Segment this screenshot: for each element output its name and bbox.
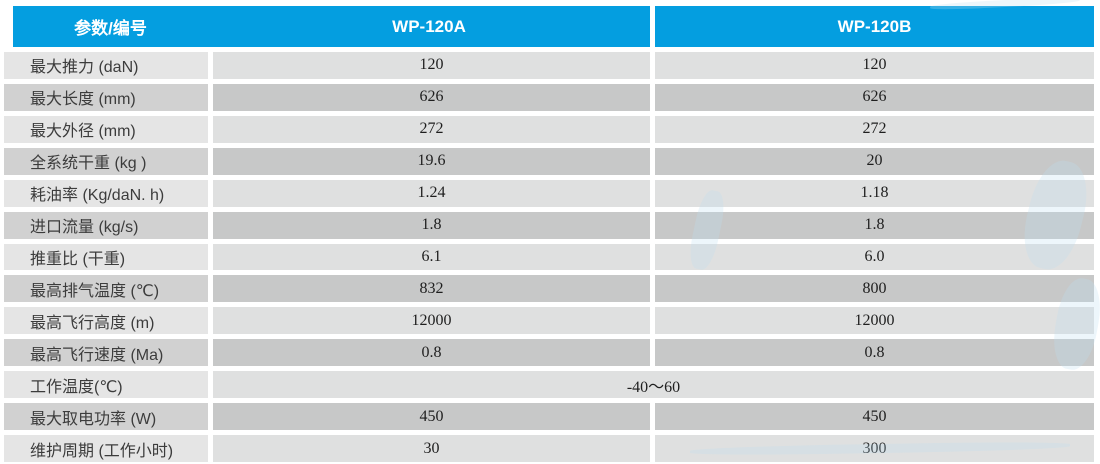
value-wp120a: 450 <box>213 403 650 431</box>
row-label: 最高飞行高度 (m) <box>4 307 208 335</box>
value-wp120a: 30 <box>213 435 650 462</box>
header-col-wp120b-label: WP-120B <box>837 16 912 36</box>
value-wp120a: 12000 <box>213 307 650 335</box>
row-label: 最高飞行速度 (Ma) <box>4 339 208 367</box>
row-label: 全系统干重 (kg ) <box>4 147 208 175</box>
table-header-row: 参数/编号 WP-120A WP-120B <box>13 6 1094 47</box>
row-label: 最大推力 (daN) <box>4 52 208 79</box>
header-param-label: 参数/编号 <box>74 19 147 38</box>
table-row-operating-temp: 工作温度(℃) -40～60 <box>4 371 1094 399</box>
value-wp120a: 1.8 <box>213 211 650 239</box>
table-row-max-altitude: 最高飞行高度 (m) 12000 12000 <box>4 307 1094 335</box>
value-wp120b: 6.0 <box>655 243 1094 271</box>
row-label: 最大取电功率 (W) <box>4 403 208 431</box>
row-label: 维护周期 (工作小时) <box>4 435 208 462</box>
header-col-wp120a: WP-120A <box>392 16 466 36</box>
value-wp120a: 832 <box>213 275 650 303</box>
row-label: 工作温度(℃) <box>4 371 208 399</box>
row-label: 耗油率 (Kg/daN. h) <box>4 179 208 207</box>
value-wp120b: 300 <box>655 435 1094 462</box>
table-body: 最大推力 (daN) 120 120 最大长度 (mm) 626 626 最大外… <box>4 52 1094 462</box>
value-wp120a: 0.8 <box>213 339 650 367</box>
table-row-thrust-weight-ratio: 推重比 (干重) 6.1 6.0 <box>4 243 1094 271</box>
table-header-left: 参数/编号 WP-120A <box>13 6 650 47</box>
value-wp120b: 20 <box>655 147 1094 175</box>
value-wp120b: 12000 <box>655 307 1094 335</box>
value-wp120a: 626 <box>213 83 650 111</box>
value-wp120b: 120 <box>655 52 1094 79</box>
value-wp120b: 272 <box>655 115 1094 143</box>
value-wp120b: 1.18 <box>655 179 1094 207</box>
row-label: 推重比 (干重) <box>4 243 208 271</box>
table-row-max-thrust: 最大推力 (daN) 120 120 <box>4 52 1094 79</box>
table-row-max-speed: 最高飞行速度 (Ma) 0.8 0.8 <box>4 339 1094 367</box>
table-row-max-diameter: 最大外径 (mm) 272 272 <box>4 115 1094 143</box>
table-row-max-power-output: 最大取电功率 (W) 450 450 <box>4 403 1094 431</box>
row-label: 最大长度 (mm) <box>4 83 208 111</box>
value-wp120a: 19.6 <box>213 147 650 175</box>
row-label: 最高排气温度 (℃) <box>4 275 208 303</box>
table-row-fuel-consumption: 耗油率 (Kg/daN. h) 1.24 1.18 <box>4 179 1094 207</box>
value-wp120b: 1.8 <box>655 211 1094 239</box>
value-wp120b: 626 <box>655 83 1094 111</box>
header-col-wp120b: WP-120B <box>655 6 1094 47</box>
value-wp120a: 6.1 <box>213 243 650 271</box>
table-row-dry-weight: 全系统干重 (kg ) 19.6 20 <box>4 147 1094 175</box>
value-wp120b: 800 <box>655 275 1094 303</box>
value-wp120a: 1.24 <box>213 179 650 207</box>
table-row-max-length: 最大长度 (mm) 626 626 <box>4 83 1094 111</box>
row-label: 进口流量 (kg/s) <box>4 211 208 239</box>
row-label: 最大外径 (mm) <box>4 115 208 143</box>
table-row-inlet-flow: 进口流量 (kg/s) 1.8 1.8 <box>4 211 1094 239</box>
value-wp120b: 450 <box>655 403 1094 431</box>
table-row-max-exhaust-temp: 最高排气温度 (℃) 832 800 <box>4 275 1094 303</box>
value-wp120b: 0.8 <box>655 339 1094 367</box>
table-row-maintenance-interval: 维护周期 (工作小时) 30 300 <box>4 435 1094 462</box>
value-wp120a: 120 <box>213 52 650 79</box>
value-wp120a: 272 <box>213 115 650 143</box>
value-merged-operating-temp: -40～60 <box>213 371 1094 399</box>
